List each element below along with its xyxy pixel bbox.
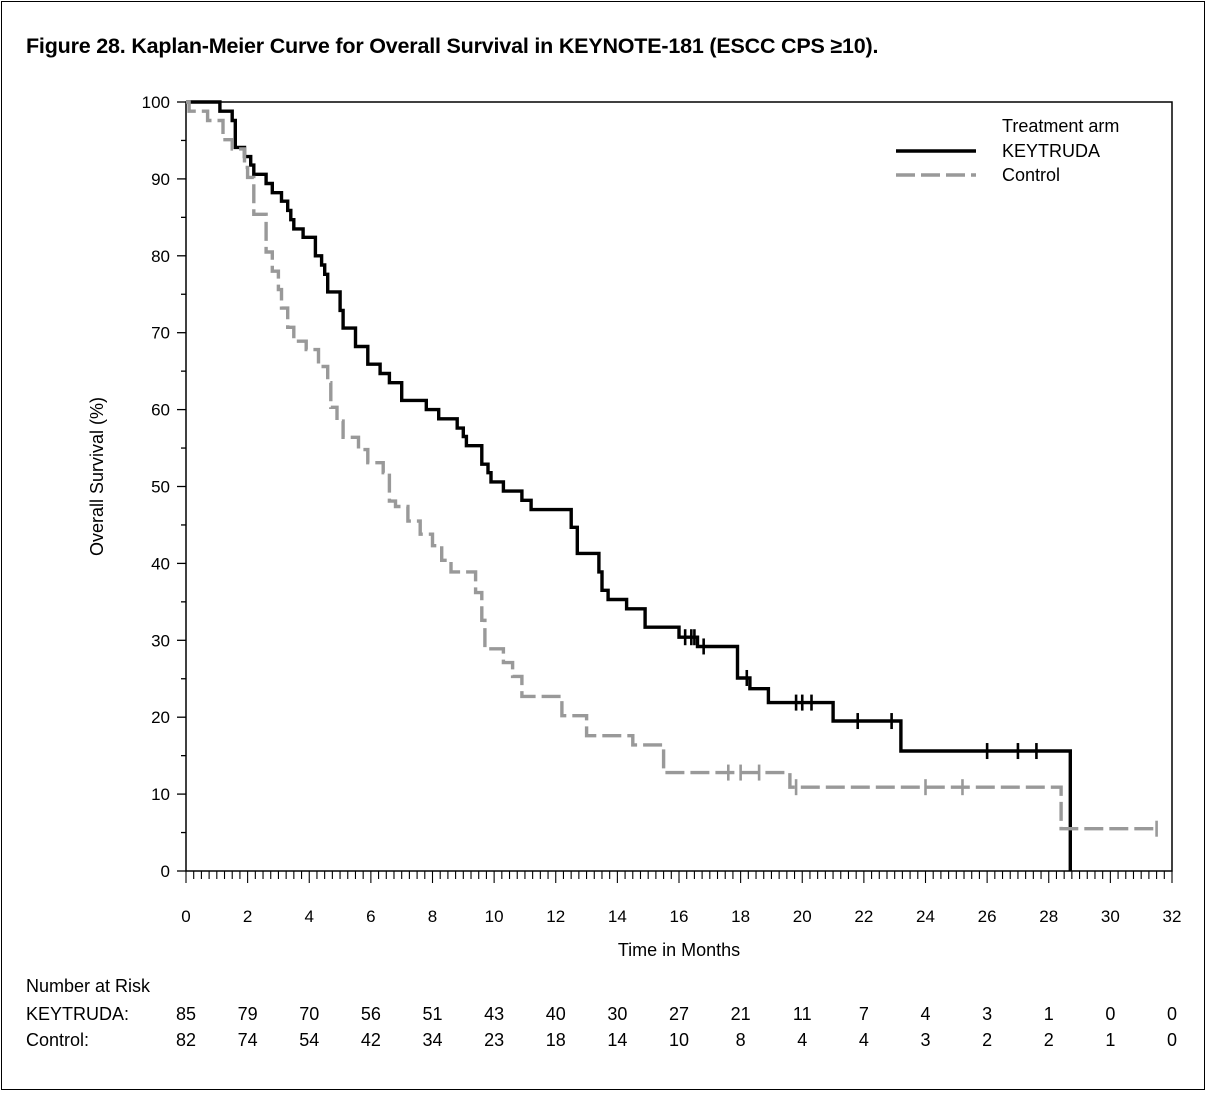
risk-value: 43 xyxy=(484,1004,505,1024)
risk-value: 85 xyxy=(175,1004,197,1024)
y-tick-label: 30 xyxy=(151,631,170,650)
risk-value: 0 xyxy=(1166,1004,1177,1024)
x-tick-label: 6 xyxy=(366,907,375,926)
risk-value: 56 xyxy=(360,1004,381,1024)
risk-value: 54 xyxy=(299,1030,320,1050)
x-tick-label: 26 xyxy=(978,907,997,926)
x-tick-label: 4 xyxy=(305,907,314,926)
x-tick-label: 24 xyxy=(916,907,935,926)
x-tick-label: 8 xyxy=(428,907,437,926)
x-tick-label: 10 xyxy=(485,907,504,926)
x-tick-label: 12 xyxy=(546,907,565,926)
risk-value: 79 xyxy=(237,1004,258,1024)
risk-value: 0 xyxy=(1166,1030,1177,1050)
risk-value: 11 xyxy=(792,1004,812,1024)
x-tick-label: 16 xyxy=(670,907,689,926)
risk-value: 23 xyxy=(484,1030,505,1050)
y-tick-label: 60 xyxy=(151,401,170,420)
risk-value: 1 xyxy=(1043,1004,1054,1024)
risk-value: 82 xyxy=(175,1030,197,1050)
risk-value: 42 xyxy=(360,1030,381,1050)
risk-value: 4 xyxy=(858,1030,869,1050)
risk-value: 18 xyxy=(545,1030,566,1050)
y-tick-label: 50 xyxy=(151,478,170,497)
legend-title: Treatment arm xyxy=(1002,116,1119,136)
risk-value: 27 xyxy=(668,1004,690,1024)
risk-value: 3 xyxy=(982,1004,993,1024)
legend-entry-control: Control xyxy=(1002,165,1060,185)
plot-area-border xyxy=(185,101,1173,872)
y-tick-label: 0 xyxy=(161,862,170,881)
risk-value: 74 xyxy=(237,1030,258,1050)
x-tick-label: 28 xyxy=(1039,907,1058,926)
x-tick-label: 2 xyxy=(243,907,252,926)
x-tick-label: 30 xyxy=(1101,907,1120,926)
risk-value: 34 xyxy=(422,1030,443,1050)
risk-value: 2 xyxy=(982,1030,993,1050)
risk-value: 14 xyxy=(607,1030,628,1050)
figure-title: Figure 28. Kaplan-Meier Curve for Overal… xyxy=(26,34,879,58)
risk-value: 0 xyxy=(1105,1004,1116,1024)
x-tick-label: 0 xyxy=(181,907,190,926)
x-tick-label: 32 xyxy=(1163,907,1182,926)
risk-row-label-keytruda: KEYTRUDA: xyxy=(26,1004,130,1024)
risk-value: 51 xyxy=(422,1004,443,1024)
risk-value: 3 xyxy=(920,1030,931,1050)
y-tick-label: 40 xyxy=(151,554,170,573)
y-tick-label: 80 xyxy=(151,247,170,266)
x-tick-label: 22 xyxy=(854,907,873,926)
x-tick-label: 18 xyxy=(731,907,750,926)
x-tick-label: 14 xyxy=(608,907,627,926)
risk-value: 7 xyxy=(858,1004,869,1024)
y-tick-label: 100 xyxy=(142,93,170,112)
risk-value: 40 xyxy=(545,1004,566,1024)
risk-value: 21 xyxy=(730,1004,751,1024)
x-tick-label: 20 xyxy=(793,907,812,926)
risk-value: 4 xyxy=(920,1004,931,1024)
number-at-risk-title: Number at Risk xyxy=(26,976,151,996)
series-line-keytruda xyxy=(186,100,1072,871)
y-tick-label: 20 xyxy=(151,708,170,727)
y-tick-label: 10 xyxy=(151,785,170,804)
legend-entry-keytruda: KEYTRUDA xyxy=(1002,141,1100,161)
y-tick-label: 70 xyxy=(151,324,170,343)
risk-value: 30 xyxy=(607,1004,628,1024)
risk-row-label-control: Control: xyxy=(26,1030,90,1050)
y-tick-label: 90 xyxy=(151,170,170,189)
risk-value: 8 xyxy=(735,1030,746,1050)
risk-value: 10 xyxy=(668,1030,690,1050)
y-axis-label: Overall Survival (%) xyxy=(87,397,107,556)
risk-value: 4 xyxy=(797,1030,808,1050)
risk-value: 1 xyxy=(1105,1030,1116,1050)
x-axis-label: Time in Months xyxy=(618,940,740,960)
risk-value: 2 xyxy=(1043,1030,1054,1050)
series-line-control xyxy=(186,100,1157,831)
risk-value: 70 xyxy=(299,1004,320,1024)
